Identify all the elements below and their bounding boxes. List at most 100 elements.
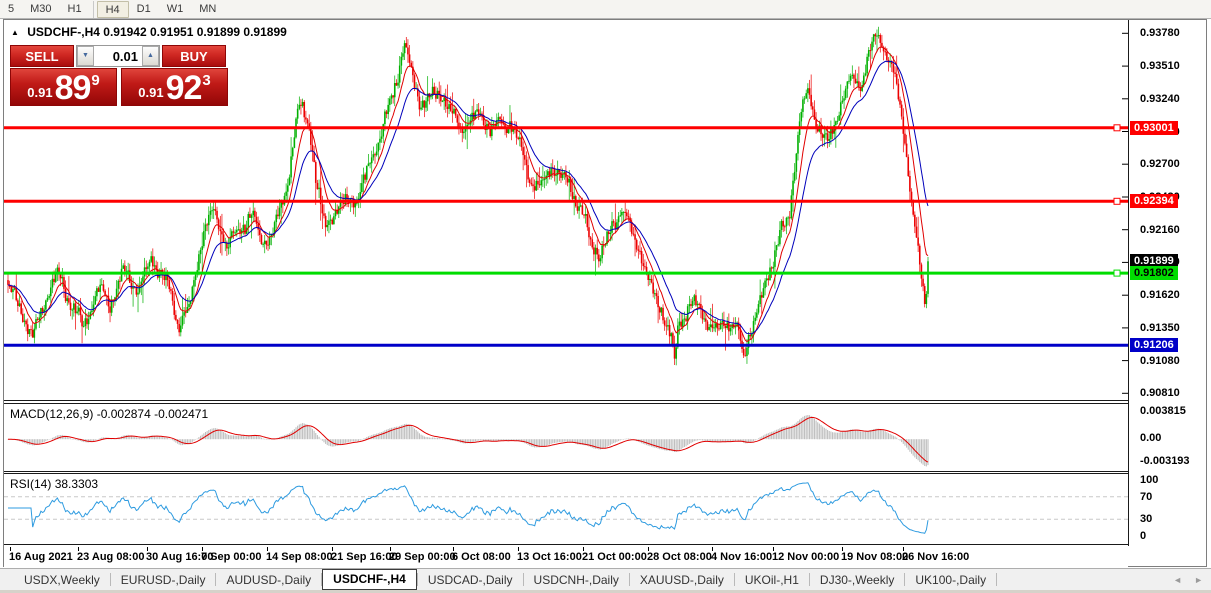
time-tick-label: 4 Nov 16:00 (711, 551, 773, 563)
macd-axis-label: 0.003815 (1140, 405, 1186, 417)
tab-divider (904, 573, 906, 586)
symbol-tab-eurusd-[interactable]: EURUSD-,Daily (120, 572, 206, 587)
toolbar-separator (92, 0, 94, 18)
symbol-tab-dj30-[interactable]: DJ30-,Weekly (819, 572, 895, 587)
price-tick-label: 0.91350 (1140, 322, 1180, 334)
time-tick-label: 21 Oct 00:00 (582, 551, 647, 563)
timeframe-button-w1[interactable]: W1 (166, 2, 184, 15)
rsi-pane: RSI(14) 38.3303 (4, 473, 1128, 545)
time-tick-label: 6 Oct 08:00 (452, 551, 511, 563)
ask-price-pip-digit: 3 (202, 72, 211, 89)
price-level-badge: 0.91899 (1130, 254, 1178, 268)
time-tick (648, 547, 649, 551)
timeframe-button-h1[interactable]: H1 (67, 2, 82, 15)
tab-scroll-arrows: ◄ ► (1173, 573, 1203, 587)
ask-price-display[interactable]: 0.91 92 3 (121, 68, 228, 106)
time-tick-label: 30 Aug 16:00 (146, 551, 214, 563)
time-tick-label: 26 Nov 16:00 (902, 551, 970, 563)
time-tick-label: 19 Nov 08:00 (841, 551, 909, 563)
timeframe-button-5[interactable]: 5 (8, 2, 15, 15)
price-tick-label: 0.92160 (1140, 224, 1180, 236)
price-tick-label: 0.93240 (1140, 93, 1180, 105)
timeframe-button-h4[interactable]: H4 (96, 0, 129, 18)
tab-divider (628, 573, 630, 586)
price-chart[interactable] (4, 20, 1128, 399)
status-strip (0, 590, 1211, 593)
price-level-badge: 0.92394 (1130, 194, 1178, 208)
time-tick (583, 547, 584, 551)
price-axis-border (1128, 20, 1129, 546)
time-tick-label: 13 Oct 16:00 (517, 551, 582, 563)
macd-axis-label: -0.003193 (1140, 455, 1190, 467)
volume-stepper: ▼ ▲ (76, 45, 160, 67)
time-tick (202, 547, 203, 551)
volume-increase-icon[interactable]: ▲ (142, 46, 159, 66)
time-tick-label: 28 Oct 08:00 (647, 551, 712, 563)
time-tick (10, 547, 11, 551)
time-tick-label: 7 Sep 00:00 (201, 551, 262, 563)
rsi-axis-label: 30 (1140, 513, 1153, 525)
timeframe-button-m30[interactable]: M30 (30, 2, 52, 15)
symbol-tab-audusd-[interactable]: AUDUSD-,Daily (226, 572, 312, 587)
tab-divider (109, 573, 111, 586)
tab-divider (522, 573, 524, 586)
volume-decrease-icon[interactable]: ▼ (77, 46, 94, 66)
macd-pane: MACD(12,26,9) -0.002874 -0.002471 (4, 403, 1128, 472)
symbol-tab-ukoil-[interactable]: UKOil-,H1 (744, 572, 799, 587)
tab-divider (733, 573, 735, 586)
time-axis[interactable]: 16 Aug 2021 23 Aug 08:00 30 Aug 16:00 7 Sep… (4, 547, 1128, 568)
bid-price-display[interactable]: 0.91 89 9 (10, 68, 117, 106)
symbol-tab-usdchf-[interactable]: USDCHF-,H4 (322, 569, 417, 590)
time-tick (267, 547, 268, 551)
rsi-chart[interactable] (4, 474, 1128, 544)
volume-input[interactable] (94, 46, 142, 66)
price-level-badge: 0.91206 (1130, 338, 1178, 352)
time-tick-label: 14 Sep 08:00 (266, 551, 333, 563)
macd-axis-label: 0.00 (1140, 432, 1162, 444)
time-tick-label: 23 Aug 08:00 (77, 551, 145, 563)
tab-divider (321, 573, 323, 586)
time-tick-label: 29 Sep 00:00 (389, 551, 456, 563)
chart-symbol-label: USDCHF-,H4 (27, 25, 100, 39)
rsi-value: 38.3303 (54, 477, 99, 491)
macd-label: MACD(12,26,9) -0.002874 -0.002471 (10, 407, 209, 421)
chart-ohlc-values: 0.91942 0.91951 0.91899 0.91899 (103, 25, 287, 39)
rsi-label: RSI(14) 38.3303 (10, 477, 99, 491)
buy-button[interactable]: BUY (162, 45, 226, 67)
tab-divider (215, 573, 217, 586)
chart-header: ▲ USDCHF-,H4 0.91942 0.91951 0.91899 0.9… (11, 25, 287, 39)
price-pane: ▲ USDCHF-,H4 0.91942 0.91951 0.91899 0.9… (4, 20, 1128, 401)
symbol-tab-xauusd-[interactable]: XAUUSD-,Daily (639, 572, 724, 587)
sell-button[interactable]: SELL (10, 45, 74, 67)
time-tick (390, 547, 391, 551)
symbol-tab-usdcad-[interactable]: USDCAD-,Daily (427, 572, 513, 587)
ask-price-big-digits: 92 (165, 69, 203, 107)
bid-price-pip-digit: 9 (91, 72, 100, 89)
price-axis[interactable]: 0.937800.935100.932400.929700.927000.924… (1129, 20, 1206, 546)
time-tick-label: 16 Aug 2021 (9, 551, 73, 563)
macd-chart[interactable] (4, 404, 1128, 471)
rsi-axis-label: 100 (1140, 474, 1159, 486)
price-tick-label: 0.93780 (1140, 27, 1180, 39)
price-tick-label: 0.93510 (1140, 60, 1180, 72)
timeframe-button-mn[interactable]: MN (199, 2, 217, 15)
tab-scroll-left-icon[interactable]: ◄ (1173, 575, 1183, 585)
collapse-triangle-icon[interactable]: ▲ (11, 28, 19, 37)
bid-price-big-digits: 89 (54, 69, 92, 107)
tab-divider (416, 573, 418, 586)
bid-price-prefix: 0.91 (27, 85, 53, 100)
tab-scroll-right-icon[interactable]: ► (1194, 575, 1203, 585)
price-level-badge: 0.91802 (1130, 266, 1178, 280)
macd-values: -0.002874 -0.002471 (96, 407, 209, 421)
time-tick (712, 547, 713, 551)
one-click-trade-panel: SELL ▼ ▲ BUY 0.91 89 9 0.91 92 3 (10, 45, 228, 106)
ask-price-prefix: 0.91 (138, 85, 164, 100)
symbol-tab-uk100-[interactable]: UK100-,Daily (915, 572, 987, 587)
symbol-tab-usdx[interactable]: USDX,Weekly (24, 572, 100, 587)
tab-divider (996, 573, 998, 586)
timeframe-button-d1[interactable]: D1 (136, 2, 151, 15)
symbol-tab-usdcnh-[interactable]: USDCNH-,Daily (533, 572, 619, 587)
time-tick (147, 547, 148, 551)
time-tick (773, 547, 774, 551)
price-tick-label: 0.91080 (1140, 355, 1180, 367)
